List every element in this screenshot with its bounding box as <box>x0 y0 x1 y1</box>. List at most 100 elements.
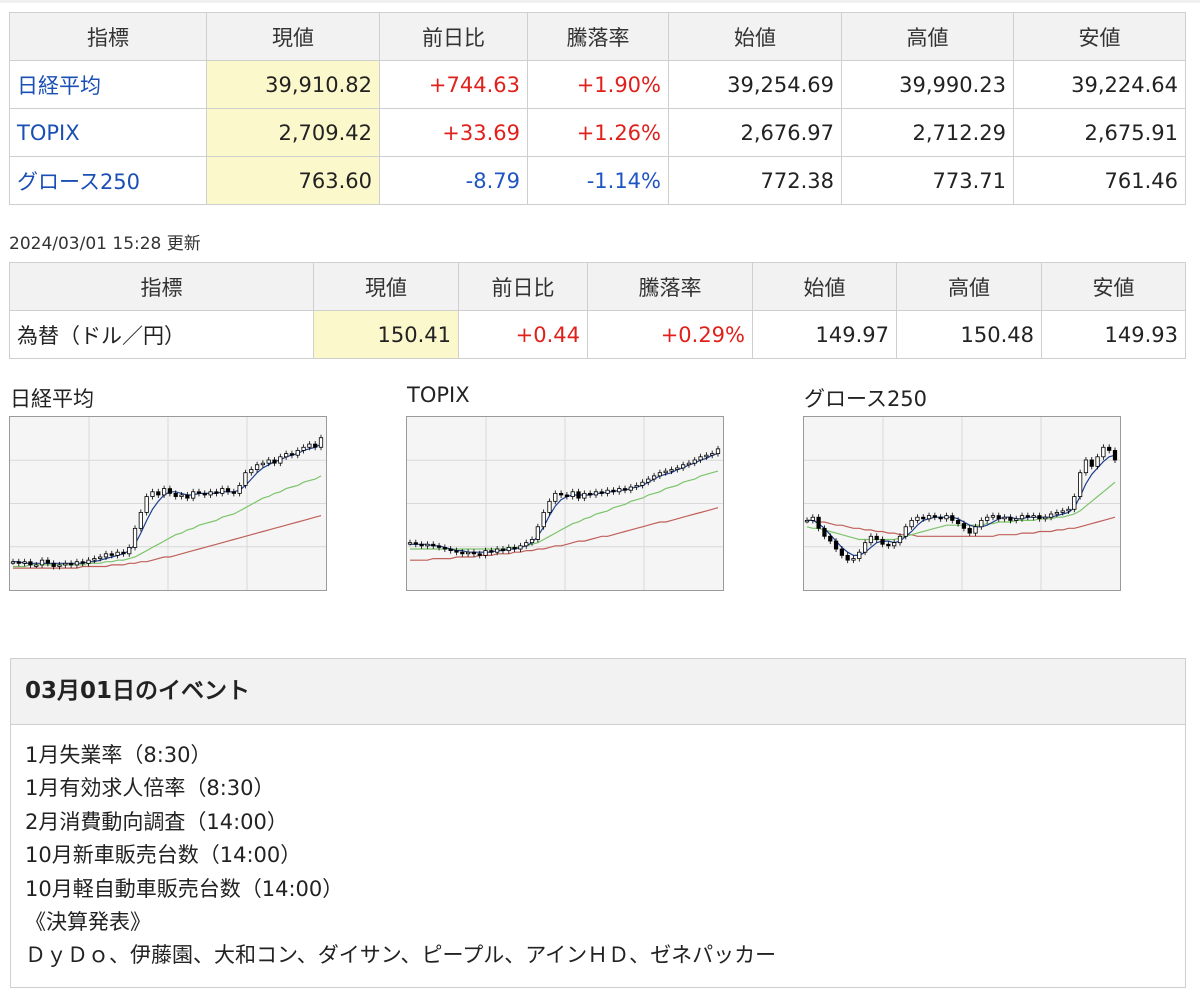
candle-body <box>961 523 967 529</box>
candle-body <box>979 520 984 528</box>
candle-body <box>681 464 686 469</box>
header-current: 現値 <box>313 262 459 311</box>
candle-body <box>611 489 616 493</box>
candle-body <box>225 488 231 493</box>
candle-body <box>121 551 126 555</box>
chart-nikkei[interactable] <box>9 416 327 591</box>
candle-body <box>313 443 318 448</box>
candle-body <box>289 453 295 456</box>
candle-body <box>301 446 306 451</box>
candle-body <box>448 548 453 552</box>
candle-body <box>436 545 442 548</box>
candle-body <box>828 535 833 542</box>
nikkei-link[interactable]: 日経平均 <box>17 73 101 98</box>
candle-body <box>419 543 424 547</box>
low-value: 2,675.91 <box>1013 108 1186 157</box>
candle-body <box>1037 515 1042 520</box>
candle-body <box>442 547 447 550</box>
candle-body <box>1078 472 1083 497</box>
events-panel: 03月01日のイベント 1月失業率（8:30） 1月有効求人倍率（8:30） 2… <box>10 658 1186 988</box>
candle-body <box>167 488 173 494</box>
candle-body <box>10 561 16 564</box>
candle-body <box>208 491 213 496</box>
candle-body <box>926 515 932 520</box>
candle-body <box>34 564 39 567</box>
candle-body <box>996 515 1001 520</box>
candle-body <box>955 520 961 524</box>
indices-table: 指標 現値 前日比 騰落率 始値 高値 安値 日経平均 39,910.82 +7… <box>9 12 1186 205</box>
low-value: 39,224.64 <box>1013 60 1186 109</box>
chart-growth250[interactable] <box>803 416 1121 591</box>
event-item: 10月新車販売台数（14:00） <box>25 843 302 868</box>
candle-body <box>816 516 821 529</box>
candle-body <box>466 551 471 555</box>
table-row-usdjpy: 為替（ドル／円） 150.41 +0.44 +0.29% 149.97 150.… <box>9 310 1186 359</box>
rate-value: +0.29% <box>587 310 753 359</box>
candle-body <box>431 543 436 547</box>
candle-body <box>651 475 657 480</box>
header-high: 高値 <box>896 262 1042 311</box>
high-value: 773.71 <box>841 156 1014 205</box>
candle-body <box>179 494 184 497</box>
header-open: 始値 <box>668 12 842 61</box>
candle-body <box>886 543 891 547</box>
candle-body <box>944 515 949 520</box>
candle-body <box>318 437 324 448</box>
table-row-nikkei: 日経平均 39,910.82 +744.63 +1.90% 39,254.69 … <box>9 60 1186 109</box>
header-high: 高値 <box>841 12 1014 61</box>
candle-body <box>214 491 219 494</box>
high-value: 2,712.29 <box>841 108 1014 157</box>
candle-body <box>640 481 645 486</box>
ma-long-line <box>807 516 1116 537</box>
table-header-row: 指標 現値 前日比 騰落率 始値 高値 安値 <box>9 262 1186 311</box>
candle-body <box>810 516 815 521</box>
event-item: 1月有効求人倍率（8:30） <box>25 776 275 801</box>
candle-body <box>1048 513 1054 518</box>
candle-body <box>518 545 523 550</box>
candle-body <box>1089 459 1094 467</box>
candle-body <box>524 542 529 547</box>
candle-body <box>266 459 271 464</box>
rate-value: -1.14% <box>527 156 669 205</box>
growth250-link[interactable]: グロース250 <box>17 169 141 194</box>
table-row-topix: TOPIX 2,709.42 +33.69 +1.26% 2,676.97 2,… <box>9 108 1186 157</box>
candle-body <box>1002 516 1007 520</box>
ma-mid-line <box>806 481 1116 541</box>
table-row-growth250: グロース250 763.60 -8.79 -1.14% 772.38 773.7… <box>9 156 1186 205</box>
candle-body <box>535 526 540 540</box>
header-current: 現値 <box>206 12 380 61</box>
candle-body <box>1107 446 1112 451</box>
candle-body <box>471 551 477 555</box>
candle-body <box>564 494 570 497</box>
candle-body <box>109 553 114 556</box>
candle-body <box>675 467 680 470</box>
candle-body <box>185 494 190 499</box>
candle-body <box>1054 512 1059 515</box>
candle-body <box>599 491 604 494</box>
candle-body <box>127 547 132 555</box>
candle-body <box>605 489 610 494</box>
chart-title-growth250: グロース250 <box>804 387 928 411</box>
candle-body <box>897 535 903 544</box>
candle-body <box>880 539 885 545</box>
index-name-cell: グロース250 <box>9 156 207 205</box>
header-low: 安値 <box>1013 12 1186 61</box>
candle-body <box>553 492 558 502</box>
current-value: 150.41 <box>313 310 459 359</box>
candle-body <box>950 515 955 521</box>
chart-topix[interactable] <box>406 416 724 591</box>
candle-body <box>254 464 260 470</box>
candle-body <box>132 527 138 548</box>
growth250-chart-svg <box>804 417 1120 590</box>
candle-body <box>196 491 202 494</box>
ma-mid-line <box>410 470 719 550</box>
candle-body <box>839 548 844 556</box>
candle-body <box>558 492 564 496</box>
candle-body <box>138 512 143 529</box>
topix-link[interactable]: TOPIX <box>17 120 80 145</box>
candle-body <box>284 453 289 458</box>
candle-body <box>161 488 167 496</box>
ma-long-line <box>410 507 719 561</box>
candle-body <box>278 456 283 464</box>
event-item: 1月失業率（8:30） <box>25 743 212 767</box>
